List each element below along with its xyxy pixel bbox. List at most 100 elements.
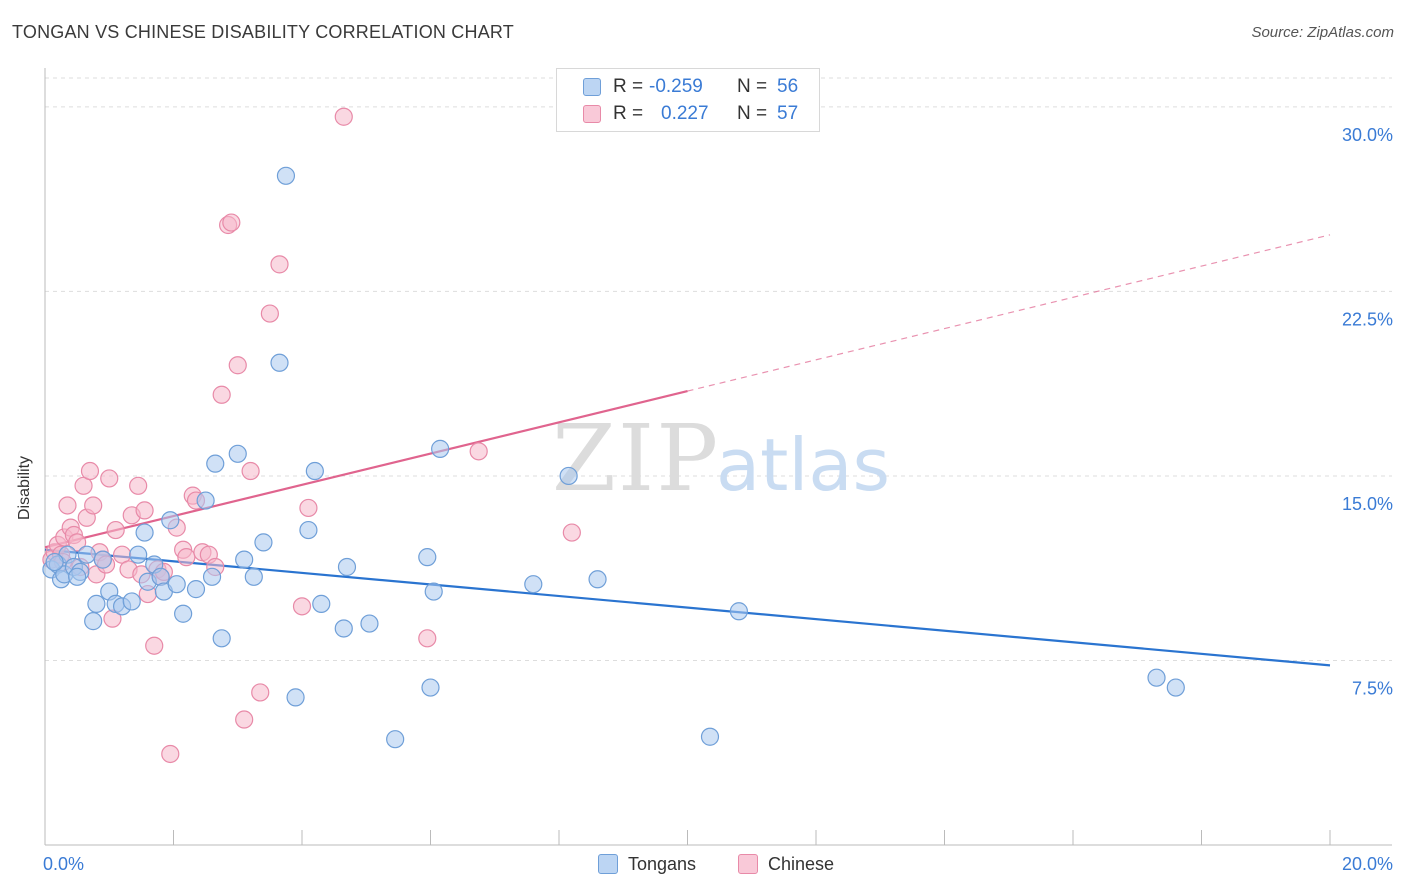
chinese-point: [212, 385, 231, 404]
correlation-legend: R = -0.259 N = 56 R = 0.227 N = 57: [556, 68, 820, 132]
y-tick-label: 7.5%: [1352, 678, 1393, 698]
tongans-point: [122, 592, 141, 611]
tongans-point: [559, 466, 578, 486]
chinese-point: [68, 533, 87, 552]
legend-n-label: N =: [737, 76, 768, 97]
chinese-point: [299, 498, 318, 518]
tongans-point: [45, 552, 64, 572]
tongans-point: [228, 444, 247, 463]
tongans-point: [270, 353, 289, 372]
chinese-point: [129, 476, 148, 495]
tongans-trend-line: [44, 548, 1331, 667]
chinese-point: [228, 356, 247, 375]
tongans-point: [588, 570, 607, 589]
watermark-atlas: atlas: [716, 423, 890, 507]
legend-r-label: R =: [613, 76, 644, 97]
tongans-point: [161, 511, 180, 530]
y-tick-label: 15.0%: [1342, 494, 1393, 514]
chinese-point: [292, 597, 312, 616]
tongans-point: [235, 550, 254, 569]
legend-r-value: 0.227: [661, 103, 709, 124]
tongans-point: [212, 629, 231, 648]
chinese-point: [80, 461, 100, 481]
tongans-point: [337, 557, 357, 577]
chinese-point: [58, 496, 77, 515]
tongans-point: [1147, 668, 1166, 687]
tongans-legend-label: Tongans: [628, 853, 697, 874]
chinese-point: [106, 520, 125, 540]
chinese-point: [235, 710, 254, 729]
legend-r-value: -0.259: [649, 76, 703, 97]
chinese-swatch: [583, 105, 601, 123]
tongans-point: [360, 614, 379, 633]
chinese-point: [418, 629, 437, 648]
tongans-point: [87, 594, 106, 613]
tongans-point: [305, 461, 324, 481]
source-label: Source: ZipAtlas.com: [1251, 24, 1394, 41]
tongans-point: [196, 491, 215, 510]
tongans-point: [174, 604, 193, 623]
tongans-point: [206, 454, 225, 473]
chinese-trend-line: [44, 390, 688, 549]
tongans-point: [129, 545, 148, 564]
chinese-point: [562, 523, 581, 542]
tongans-point: [151, 567, 170, 586]
chinese-point: [270, 255, 289, 274]
x-tick-label: 0.0%: [43, 854, 84, 874]
legend-n-value: 56: [777, 76, 799, 97]
bottom-legend-chinese: Chinese: [738, 852, 834, 876]
tongans-point: [729, 602, 749, 621]
legend-r-label: R =: [613, 103, 644, 124]
tongans-point: [77, 545, 96, 564]
tongans-point: [299, 520, 318, 540]
tongans-point: [244, 567, 263, 586]
y-axis-label: Disability: [16, 455, 33, 520]
tongans-point: [84, 612, 103, 631]
chinese-point: [469, 442, 488, 461]
tongans-point: [254, 533, 273, 552]
tongans-point: [524, 575, 543, 594]
tongans-point: [68, 567, 87, 586]
tongans-point: [312, 594, 331, 613]
tongans-point: [1166, 678, 1185, 697]
watermark: ZIP atlas: [552, 405, 890, 512]
chinese-point: [251, 683, 270, 702]
tongans-point: [386, 730, 405, 749]
tongans-swatch: [583, 78, 601, 96]
chinese-point: [241, 461, 260, 481]
chinese-legend-swatch: [738, 854, 758, 874]
chinese-point: [177, 548, 196, 567]
chinese-point: [222, 213, 241, 232]
chinese-point: [145, 636, 164, 655]
chart-title: TONGAN VS CHINESE DISABILITY CORRELATION…: [12, 22, 514, 42]
chinese-point: [135, 501, 154, 520]
tongans-point: [334, 619, 353, 638]
tongans-point: [421, 678, 440, 697]
legend-row-chinese: R = 0.227 N = 57: [583, 102, 798, 126]
y-tick-label: 30.0%: [1342, 125, 1393, 145]
tongans-point: [424, 582, 443, 601]
legend-row-tongans: R = -0.259 N = 56: [583, 75, 798, 99]
chinese-point: [84, 496, 103, 515]
x-tick-label: 20.0%: [1342, 854, 1393, 874]
tongans-point: [186, 580, 206, 599]
chinese-trend-extension: [687, 234, 1331, 392]
tongans-point: [286, 688, 305, 707]
chinese-point: [260, 304, 279, 323]
bottom-legend-tongans: Tongans: [598, 852, 696, 876]
y-tick-label: 22.5%: [1342, 309, 1393, 329]
tongans-point: [202, 567, 222, 586]
legend-n-label: N =: [737, 103, 768, 124]
chinese-point: [100, 469, 119, 488]
chinese-point: [161, 744, 180, 764]
tongans-point: [418, 548, 437, 567]
tongans-point: [700, 727, 720, 746]
chinese-point: [334, 107, 353, 126]
tongans-point: [167, 575, 186, 594]
tongans-point: [135, 523, 154, 542]
watermark-zip: ZIP: [552, 405, 720, 512]
tongans-point: [431, 439, 450, 458]
legend-n-value: 57: [777, 103, 799, 124]
tongans-legend-swatch: [598, 854, 618, 874]
